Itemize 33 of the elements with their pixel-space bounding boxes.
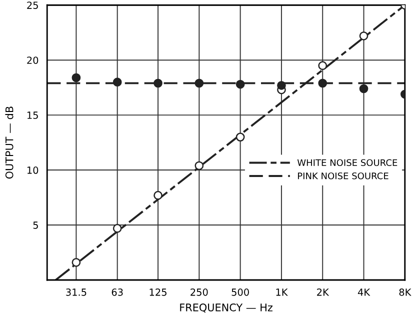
point [318,61,328,70]
y-tick-label: 10 [27,166,38,174]
y-tick-label: 5 [33,222,38,229]
x-axis-title: FREQUENCY — Hz [180,303,272,313]
x-tick-label: 250 [190,288,208,296]
x-tick-label: 63 [112,288,123,296]
legend-label: WHITE NOISE SOURCE [297,159,398,166]
y-tick-label: 15 [27,112,38,119]
x-tick-label: 8K [399,288,412,296]
y-axis-title: OUTPUT — dB [5,106,14,179]
x-tick-label: 4K [358,288,370,296]
point [154,78,162,88]
x-tick-label: 1K [276,288,288,296]
point [112,78,122,87]
y-tick-label: 20 [27,56,38,64]
point [154,190,162,200]
point [236,80,245,89]
x-tick-label: 31.5 [66,288,86,296]
x-tick-label: 2K [317,288,330,296]
x-tick-label: 500 [232,288,249,296]
point [72,73,81,82]
point [318,78,328,88]
legend-label: PINK NOISE SOURCE [298,172,388,180]
point [194,161,204,170]
point [359,84,368,94]
point [236,132,245,142]
point [277,80,286,90]
point [112,224,122,233]
point [359,31,368,40]
y-tick-label: 25 [27,2,38,9]
point [194,78,204,88]
point [72,258,81,267]
x-tick-label: 125 [150,288,166,296]
